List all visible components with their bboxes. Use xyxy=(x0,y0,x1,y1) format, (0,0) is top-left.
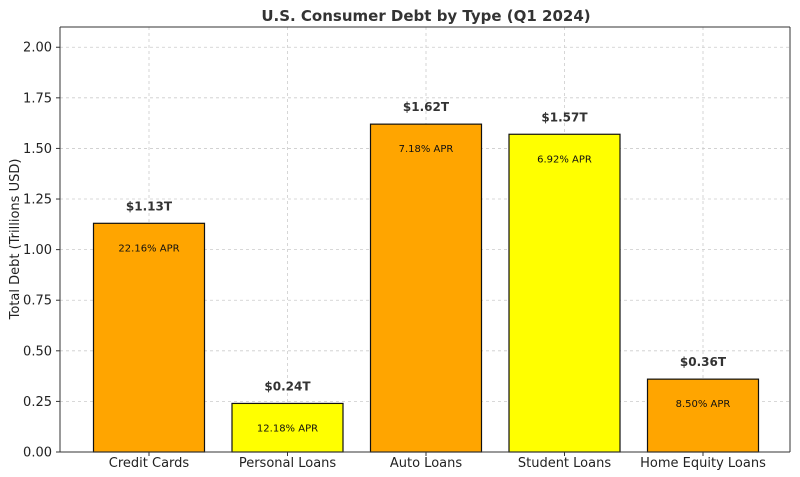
bar-home-equity-loans xyxy=(646,378,760,453)
bars xyxy=(92,123,760,453)
bar-value-label: $1.57T xyxy=(541,110,588,124)
bar-apr-label: 12.18% APR xyxy=(257,423,318,434)
bar-apr-label: 6.92% APR xyxy=(537,154,592,165)
x-tick-label: Home Equity Loans xyxy=(640,456,766,471)
chart-title: U.S. Consumer Debt by Type (Q1 2024) xyxy=(261,7,590,25)
bar-student-loans xyxy=(508,133,621,453)
axes xyxy=(56,26,791,456)
x-tick-label: Credit Cards xyxy=(109,456,190,471)
y-tick-label: 0.75 xyxy=(23,294,52,309)
y-tick-label: 0.50 xyxy=(23,344,52,359)
y-axis-label: Total Debt (Trillions USD) xyxy=(8,159,23,321)
x-tick-label: Auto Loans xyxy=(390,456,462,471)
x-tick-label: Student Loans xyxy=(518,456,611,471)
bar-apr-label: 7.18% APR xyxy=(399,144,454,155)
y-tick-label: 1.75 xyxy=(23,91,52,106)
y-tick-label: 0.25 xyxy=(23,395,52,410)
bar-apr-label: 8.50% APR xyxy=(676,399,731,410)
bar-value-label: $1.62T xyxy=(403,100,450,114)
bar-apr-label: 22.16% APR xyxy=(118,243,179,254)
bar-auto-loans xyxy=(369,123,483,453)
bar-credit-cards xyxy=(92,222,206,453)
x-tick-label: Personal Loans xyxy=(239,456,337,471)
y-tick-label: 1.50 xyxy=(23,142,52,157)
bar-value-label: $0.24T xyxy=(264,379,311,393)
y-tick-label: 2.00 xyxy=(23,41,52,56)
bar-value-label: $1.13T xyxy=(126,199,173,213)
y-tick-label: 0.00 xyxy=(23,446,52,461)
bar-value-label: $0.36T xyxy=(680,355,727,369)
y-tick-label: 1.00 xyxy=(23,243,52,258)
labels: 0.00 0.25 0.50 0.75 1.00 1.25 1.50 1.75 2.00 $1.1… xyxy=(23,41,766,471)
y-tick-label: 1.25 xyxy=(23,193,52,208)
